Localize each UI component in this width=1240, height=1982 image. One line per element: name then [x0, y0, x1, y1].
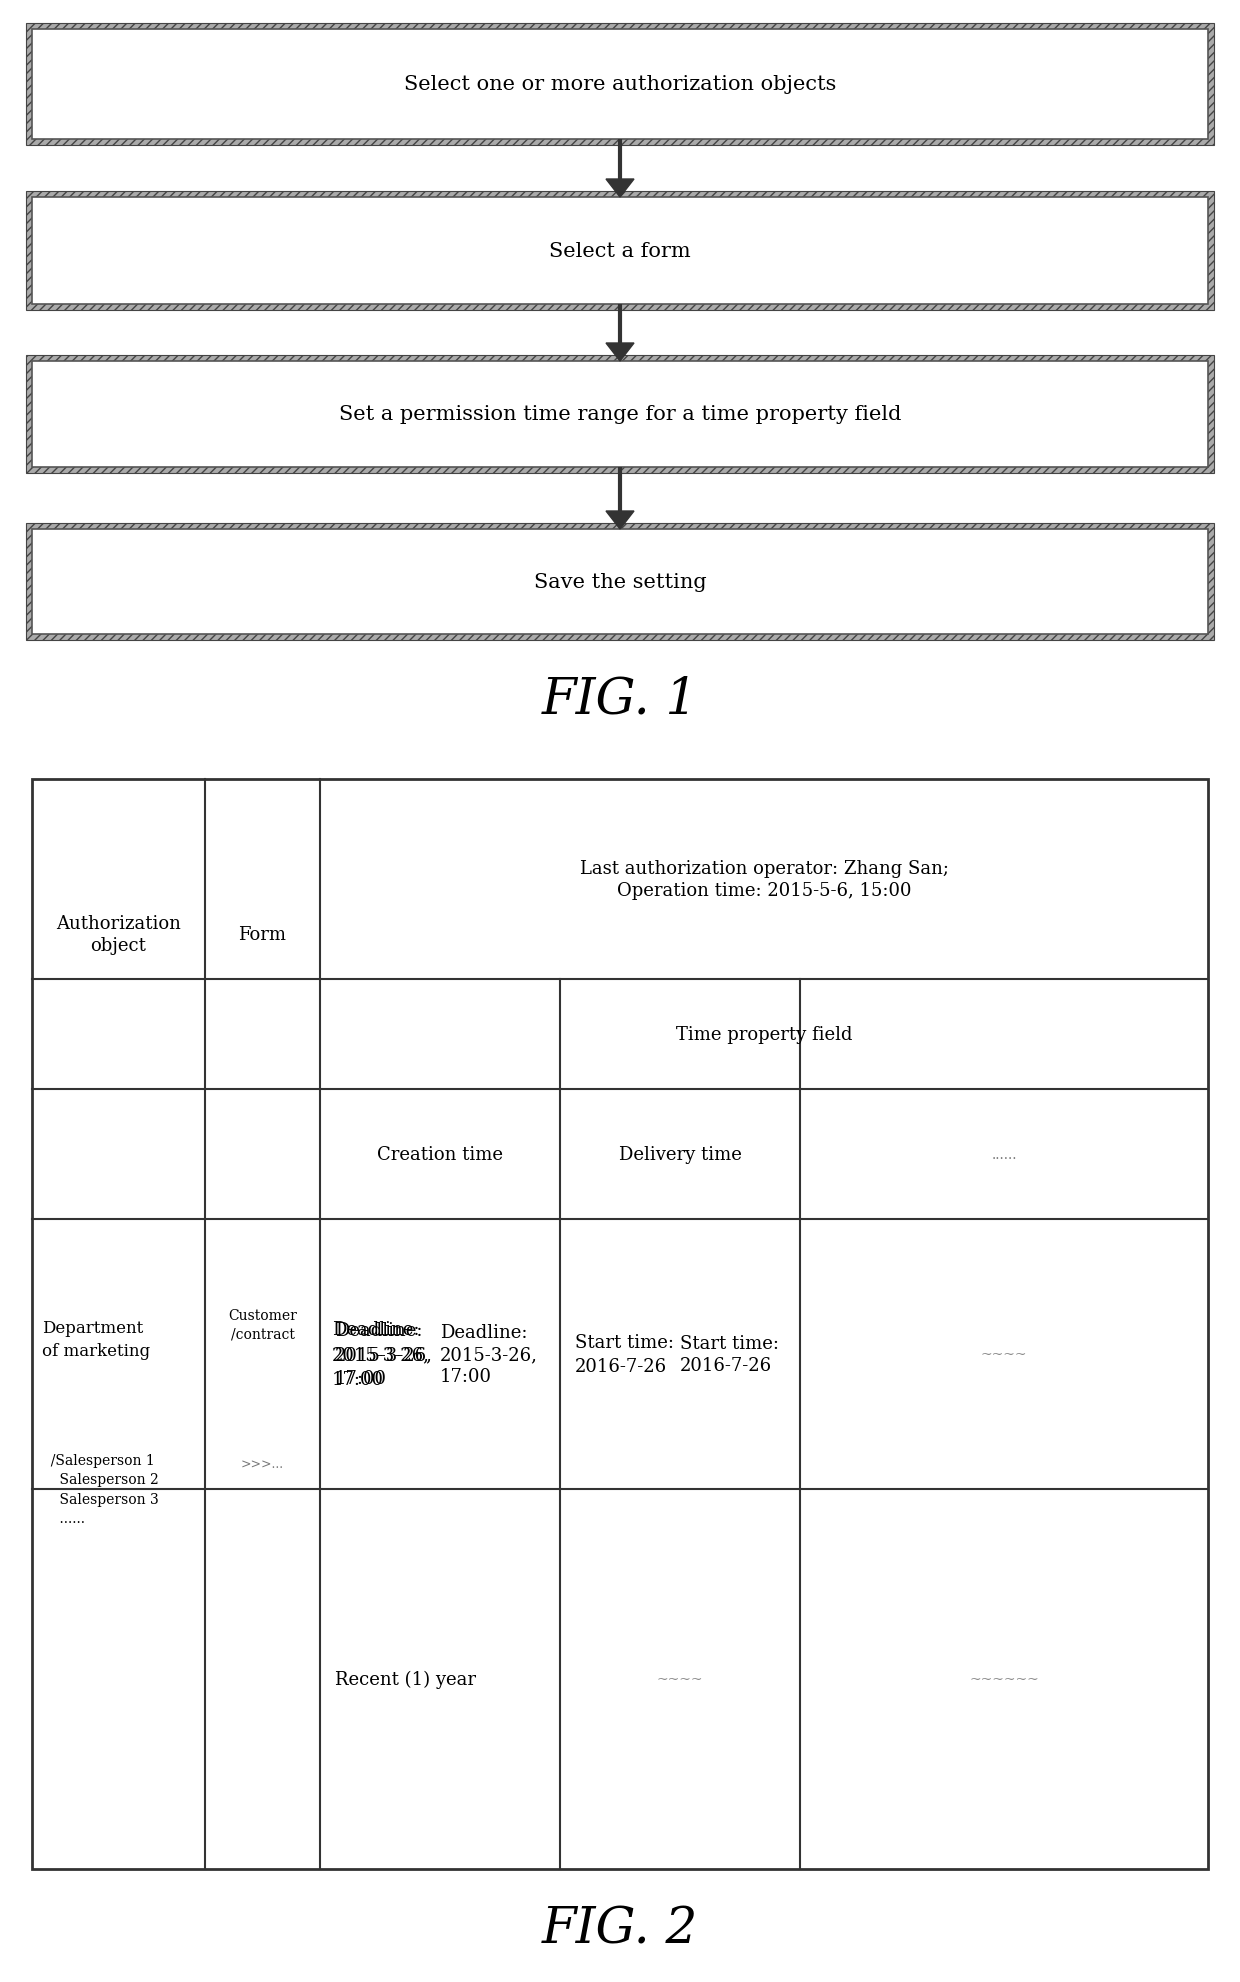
Bar	[26, 523, 1214, 640]
Bar	[32, 30, 1208, 141]
Text: Select one or more authorization objects: Select one or more authorization objects	[404, 75, 836, 95]
Text: Start time:
2016-7-26: Start time: 2016-7-26	[680, 1334, 779, 1374]
Text: ~~~~: ~~~~	[657, 1673, 703, 1687]
Polygon shape	[606, 180, 634, 198]
Text: ~~~~~~: ~~~~~~	[970, 1673, 1039, 1687]
Text: Last authorization operator: Zhang San;
Operation time: 2015-5-6, 15:00: Last authorization operator: Zhang San; …	[579, 860, 949, 900]
Bar	[32, 198, 1208, 305]
Text: Deadline:
2015-3-26,
17:00: Deadline: 2015-3-26, 17:00	[332, 1320, 430, 1387]
Polygon shape	[606, 343, 634, 363]
Text: ......: ......	[991, 1148, 1017, 1161]
Polygon shape	[606, 511, 634, 529]
Text: >>>...: >>>...	[241, 1459, 284, 1471]
Text: Department
of marketing: Department of marketing	[42, 1320, 150, 1360]
Bar	[32, 779, 1208, 1869]
Text: Start time:
2016-7-26: Start time: 2016-7-26	[575, 1334, 675, 1376]
Bar	[26, 192, 1214, 311]
Text: Save the setting: Save the setting	[533, 573, 707, 593]
Bar	[32, 529, 1208, 634]
Text: Delivery time: Delivery time	[619, 1146, 742, 1163]
Text: ~~~~: ~~~~	[981, 1348, 1027, 1362]
Text: Time property field: Time property field	[676, 1025, 852, 1043]
Text: Select a form: Select a form	[549, 242, 691, 262]
Text: Customer
/contract: Customer /contract	[228, 1308, 296, 1340]
Text: Recent (1) year: Recent (1) year	[335, 1671, 476, 1689]
Text: Deadline:
2015-3-26,
17:00: Deadline: 2015-3-26, 17:00	[335, 1322, 433, 1387]
Text: Set a permission time range for a time property field: Set a permission time range for a time p…	[339, 404, 901, 424]
Text: Form: Form	[238, 926, 286, 943]
Bar	[26, 24, 1214, 147]
Text: Deadline:
2015-3-26,
17:00: Deadline: 2015-3-26, 17:00	[440, 1324, 538, 1385]
Text: /Salesperson 1
    Salesperson 2
    Salesperson 3
    ......: /Salesperson 1 Salesperson 2 Salesperson…	[42, 1453, 159, 1526]
Text: Creation time: Creation time	[377, 1146, 503, 1163]
Text: FIG. 2: FIG. 2	[542, 1905, 698, 1954]
Bar	[26, 357, 1214, 474]
Text: Authorization
object: Authorization object	[56, 914, 181, 955]
Bar	[32, 363, 1208, 468]
Text: FIG. 1: FIG. 1	[542, 676, 698, 723]
